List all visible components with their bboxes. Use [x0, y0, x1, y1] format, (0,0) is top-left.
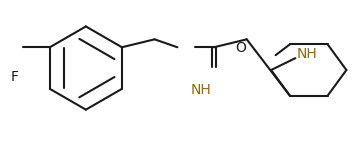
Text: NH: NH: [297, 47, 318, 61]
Text: F: F: [11, 70, 19, 84]
Text: O: O: [235, 41, 246, 55]
Text: NH: NH: [191, 83, 212, 97]
